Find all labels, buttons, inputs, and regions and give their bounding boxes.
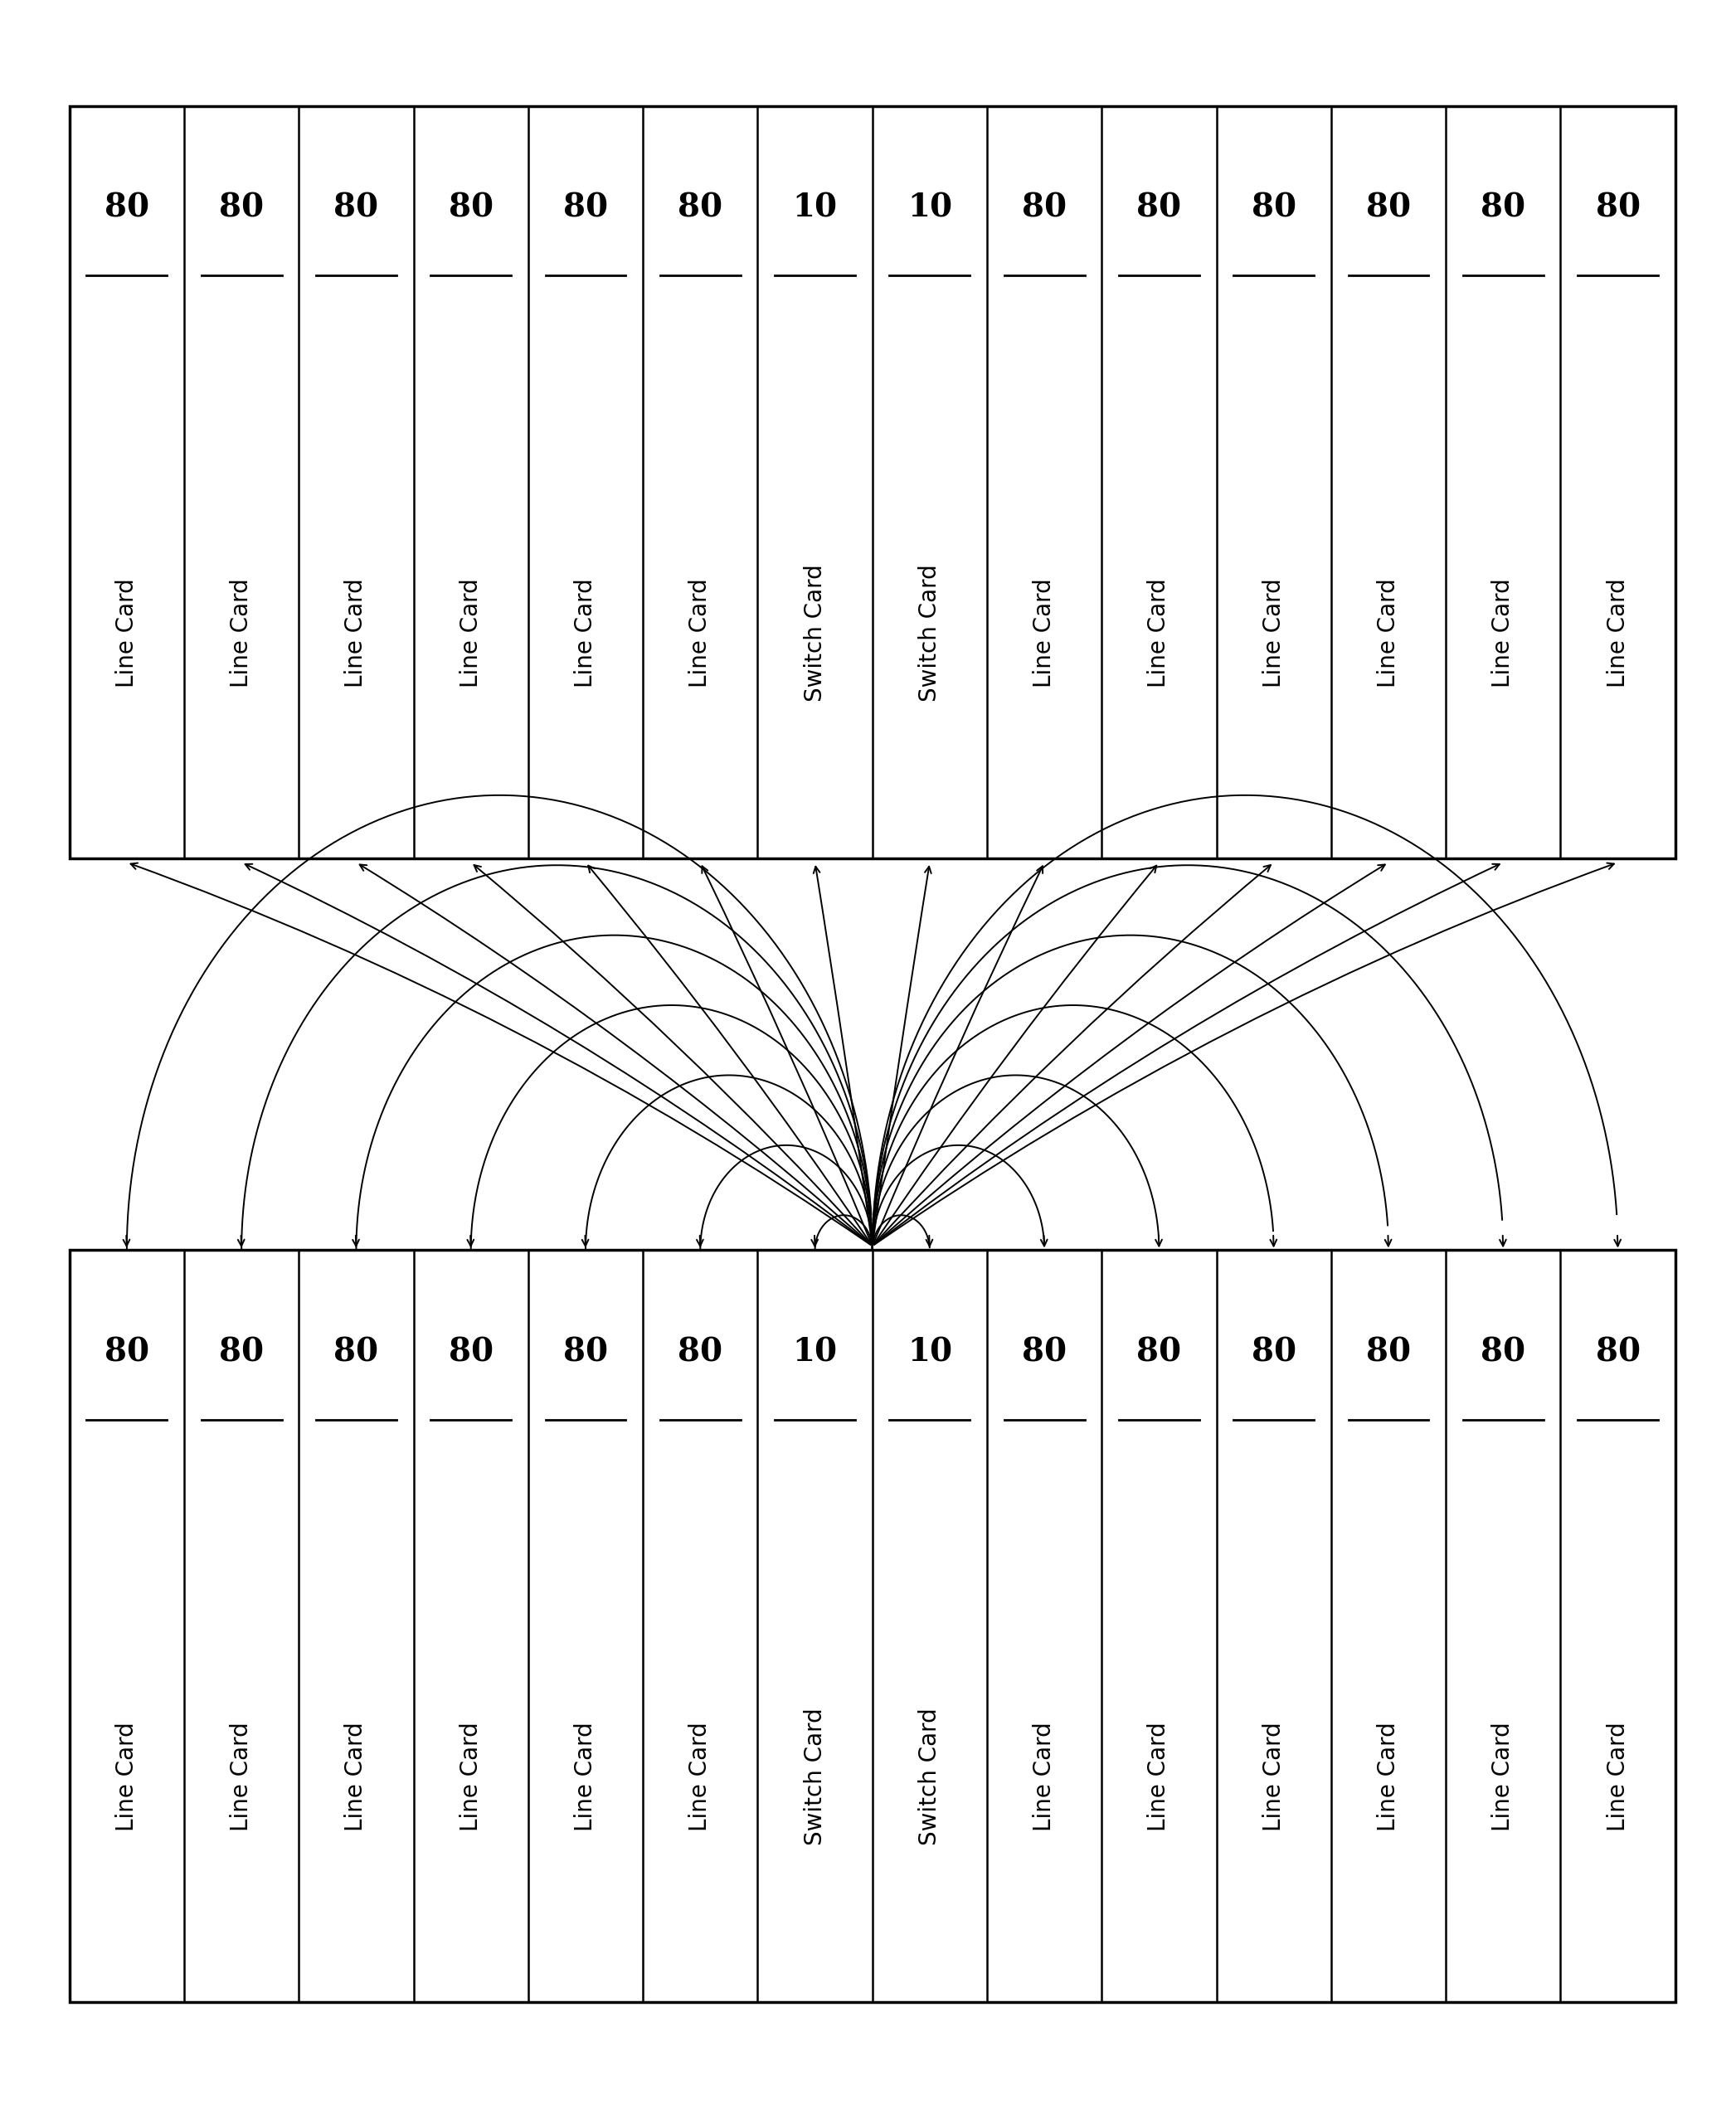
Text: Line Card: Line Card xyxy=(460,1723,483,1831)
Text: Switch Card: Switch Card xyxy=(804,1708,826,1846)
Text: Line Card: Line Card xyxy=(1147,578,1170,687)
Text: Line Card: Line Card xyxy=(1491,578,1516,687)
Text: 80: 80 xyxy=(1023,193,1068,222)
Text: 80: 80 xyxy=(562,1337,608,1367)
Text: 80: 80 xyxy=(1252,1337,1297,1367)
Text: Line Card: Line Card xyxy=(1606,1723,1630,1831)
Text: Line Card: Line Card xyxy=(575,578,597,687)
Text: 80: 80 xyxy=(448,1337,493,1367)
Text: Line Card: Line Card xyxy=(1033,578,1055,687)
Text: 10: 10 xyxy=(908,1337,951,1367)
Bar xyxy=(69,106,1675,858)
Text: Switch Card: Switch Card xyxy=(918,1708,941,1846)
Text: 80: 80 xyxy=(1137,193,1182,222)
Text: Line Card: Line Card xyxy=(344,1723,368,1831)
Text: Line Card: Line Card xyxy=(1606,578,1630,687)
Text: Line Card: Line Card xyxy=(229,1723,253,1831)
Text: Line Card: Line Card xyxy=(344,578,368,687)
Text: 80: 80 xyxy=(1481,193,1526,222)
Text: 80: 80 xyxy=(333,193,378,222)
Text: Switch Card: Switch Card xyxy=(918,564,941,701)
Text: 80: 80 xyxy=(1137,1337,1182,1367)
Text: Line Card: Line Card xyxy=(1262,578,1285,687)
Text: 10: 10 xyxy=(908,193,951,222)
Text: 80: 80 xyxy=(104,1337,149,1367)
Text: 80: 80 xyxy=(219,193,264,222)
Text: 80: 80 xyxy=(1023,1337,1068,1367)
Text: 80: 80 xyxy=(448,193,493,222)
Bar xyxy=(69,1250,1675,2002)
Text: Line Card: Line Card xyxy=(1377,1723,1401,1831)
Text: 10: 10 xyxy=(793,193,837,222)
Text: Line Card: Line Card xyxy=(689,578,712,687)
Text: Line Card: Line Card xyxy=(1147,1723,1170,1831)
Text: Line Card: Line Card xyxy=(229,578,253,687)
Text: Switch Card: Switch Card xyxy=(804,564,826,701)
Text: 80: 80 xyxy=(1252,193,1297,222)
Text: Line Card: Line Card xyxy=(1033,1723,1055,1831)
Text: Line Card: Line Card xyxy=(1491,1723,1516,1831)
Text: Line Card: Line Card xyxy=(689,1723,712,1831)
Text: Line Card: Line Card xyxy=(1377,578,1401,687)
Text: Line Card: Line Card xyxy=(1262,1723,1285,1831)
Text: 80: 80 xyxy=(104,193,149,222)
Text: Line Card: Line Card xyxy=(115,1723,139,1831)
Text: 80: 80 xyxy=(677,1337,722,1367)
Text: 80: 80 xyxy=(333,1337,378,1367)
Text: 80: 80 xyxy=(1366,1337,1411,1367)
Text: 80: 80 xyxy=(1481,1337,1526,1367)
Text: 80: 80 xyxy=(562,193,608,222)
Text: Line Card: Line Card xyxy=(575,1723,597,1831)
Text: Line Card: Line Card xyxy=(460,578,483,687)
Text: 80: 80 xyxy=(1366,193,1411,222)
Text: 80: 80 xyxy=(677,193,722,222)
Text: Line Card: Line Card xyxy=(115,578,139,687)
Text: 80: 80 xyxy=(1595,1337,1641,1367)
Text: 10: 10 xyxy=(793,1337,837,1367)
Text: 80: 80 xyxy=(1595,193,1641,222)
Text: 80: 80 xyxy=(219,1337,264,1367)
